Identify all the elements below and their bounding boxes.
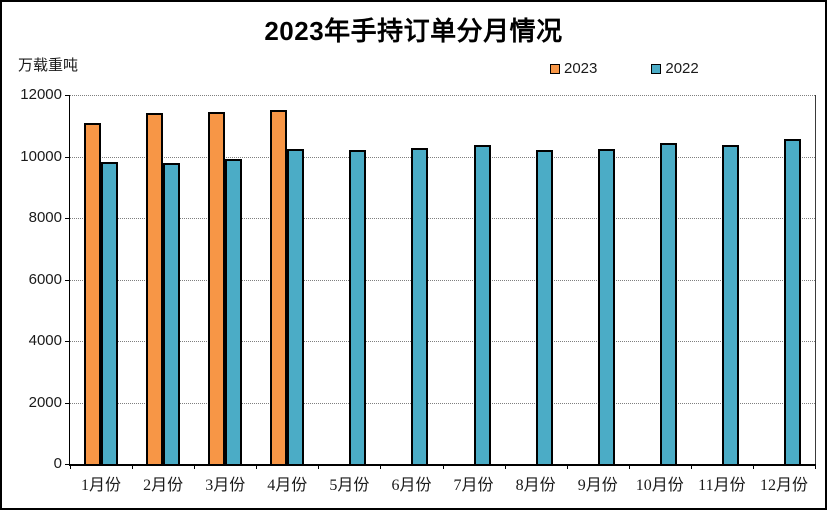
y-axis-tick — [65, 341, 70, 342]
x-axis-label-7月份: 7月份 — [453, 477, 494, 494]
x-axis-tick — [318, 464, 320, 469]
x-axis-label-11月份: 11月份 — [698, 477, 746, 494]
x-axis-label-8月份: 8月份 — [515, 477, 556, 494]
x-axis-tick — [815, 464, 816, 469]
bar-2022-10月份 — [659, 143, 677, 464]
bar-2022-5月份 — [349, 150, 367, 464]
chart-title: 2023年手持订单分月情况 — [264, 16, 563, 46]
y-axis-tick — [65, 156, 70, 158]
x-axis-tick — [256, 464, 258, 469]
plot-area: 0 2000 4000 6000 8000 10000 12000 1月份 2月份 3月份 4月份 5… — [20, 86, 816, 494]
legend-label-2022: 2022 — [665, 60, 699, 77]
y-axis-tick — [65, 95, 70, 96]
y-axis-tick — [65, 402, 70, 404]
x-axis-label-6月份: 6月份 — [391, 477, 432, 494]
x-axis-tick — [628, 464, 630, 469]
x-axis-tick — [194, 464, 196, 469]
x-axis-tick — [566, 464, 568, 469]
bar-2022-7月份 — [473, 145, 491, 464]
x-axis-label-9月份: 9月份 — [577, 477, 618, 494]
y-axis-tick — [65, 279, 70, 281]
bar-2022-1月份 — [101, 161, 119, 464]
y-axis-tick — [65, 218, 70, 219]
x-axis-tick — [132, 464, 134, 469]
x-axis-label-10月份: 10月份 — [635, 477, 684, 494]
x-axis-label-1月份: 1月份 — [81, 477, 122, 494]
x-axis-label-2月份: 2月份 — [143, 477, 184, 494]
bar-2022-12月份 — [783, 139, 801, 464]
x-axis-label-3月份: 3月份 — [205, 477, 246, 494]
gridline-10000 — [70, 156, 815, 158]
bar-2022-11月份 — [721, 145, 739, 464]
x-axis-tick — [380, 464, 382, 469]
legend-item-2023: 2023 — [550, 60, 597, 77]
gridline-2000 — [70, 402, 815, 404]
legend-swatch-2022 — [651, 63, 662, 74]
legend-item-2022: 2022 — [651, 60, 699, 77]
gridline-4000 — [70, 341, 815, 342]
bar-2023-1月份 — [84, 122, 102, 464]
x-axis-tick — [752, 464, 754, 469]
bar-2022-6月份 — [411, 148, 429, 464]
bar-2023-2月份 — [146, 113, 164, 464]
y-axis-tick-label: 6000 — [28, 270, 62, 288]
y-axis-tick — [65, 464, 70, 465]
x-axis-tick — [70, 464, 71, 469]
bar-2022-8月份 — [535, 150, 553, 464]
bar-2022-4月份 — [287, 148, 305, 464]
legend-label-2023: 2023 — [564, 60, 598, 77]
legend-swatch-2023 — [550, 63, 560, 74]
gridline-8000 — [70, 218, 815, 219]
y-axis-tick-label: 10000 — [20, 147, 62, 165]
gridline-12000 — [70, 95, 815, 96]
bar-2023-4月份 — [270, 110, 288, 464]
gridline-6000 — [70, 279, 815, 281]
x-axis-label-4月份: 4月份 — [267, 477, 308, 494]
bar-2022-3月份 — [225, 158, 243, 464]
y-axis-tick-label: 4000 — [28, 332, 62, 349]
x-axis-tick — [442, 464, 444, 469]
y-axis-tick-label: 12000 — [20, 86, 62, 103]
y-axis-tick-label: 2000 — [28, 393, 62, 411]
y-axis-tick-label: 8000 — [28, 209, 62, 226]
x-axis-tick — [690, 464, 692, 469]
bar-2023-3月份 — [208, 111, 226, 464]
y-axis-unit-label: 万载重吨 — [18, 57, 79, 74]
y-axis-tick-label: 0 — [53, 455, 62, 472]
x-axis-label-12月份: 12月份 — [759, 477, 808, 494]
legend: 2023 2022 — [550, 60, 699, 77]
bar-2022-2月份 — [163, 163, 181, 464]
x-axis-label-5月份: 5月份 — [329, 477, 370, 494]
x-axis-tick — [504, 464, 506, 469]
bar-2022-9月份 — [597, 148, 615, 464]
